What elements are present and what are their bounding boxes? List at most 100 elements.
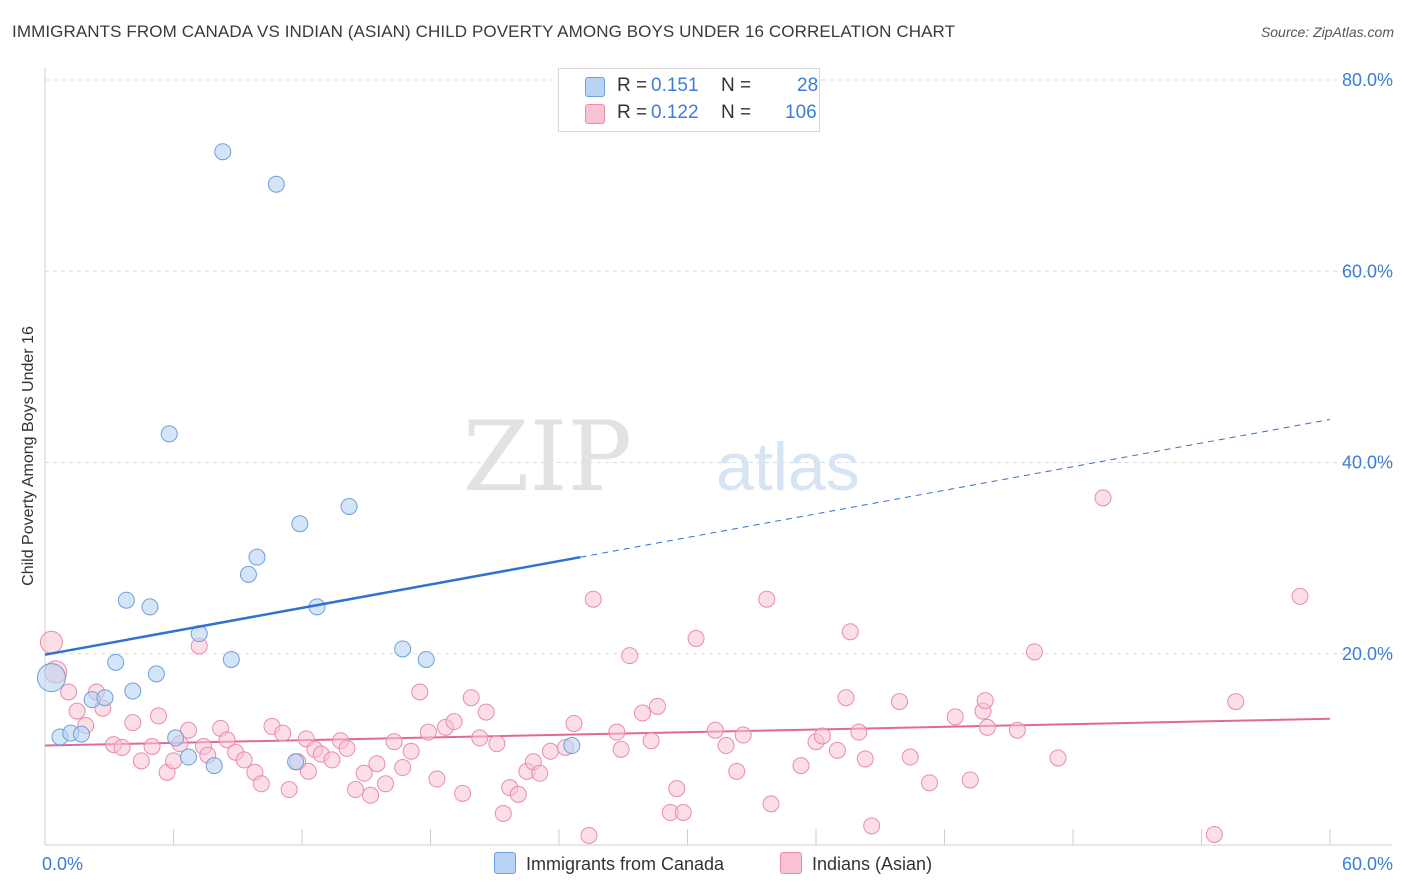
- point-indians: [1291, 587, 1309, 605]
- point-indians: [347, 781, 365, 799]
- point-indians: [385, 733, 403, 751]
- point-indians: [837, 689, 855, 707]
- point-indians: [706, 721, 724, 739]
- point-indians: [1094, 489, 1112, 507]
- legend-r-value: 0.151: [651, 75, 699, 96]
- point-indians: [1049, 749, 1067, 767]
- legend-n-value: 28: [797, 75, 819, 96]
- point-indians: [143, 738, 161, 756]
- point-indians: [394, 759, 412, 777]
- point-indians: [841, 623, 859, 641]
- point-indians: [584, 590, 602, 608]
- point-canada: [160, 425, 178, 443]
- point-indians: [419, 723, 437, 741]
- point-indians: [758, 590, 776, 608]
- legend-n-label: N =: [721, 75, 752, 96]
- x-tick-label: 60.0%: [1342, 854, 1393, 874]
- trend-line-indians: [44, 717, 1331, 747]
- y-axis-label: Child Poverty Among Boys Under 16: [20, 326, 37, 586]
- point-indians: [891, 693, 909, 711]
- point-indians: [828, 741, 846, 759]
- y-tick-label: 40.0%: [1342, 453, 1393, 473]
- point-indians: [762, 795, 780, 813]
- point-indians: [471, 729, 489, 747]
- point-indians: [165, 752, 182, 770]
- point-canada: [287, 753, 305, 771]
- point-indians: [668, 780, 686, 798]
- point-indians: [299, 762, 317, 780]
- points-indians: [39, 489, 1309, 844]
- watermark-zip: ZIP: [463, 401, 632, 513]
- point-indians: [280, 781, 298, 799]
- legend-r-value: 0.122: [651, 102, 699, 123]
- point-indians: [717, 737, 735, 755]
- point-indians: [649, 697, 667, 715]
- bottom-legend-label-canada: Immigrants from Canada: [526, 854, 725, 874]
- point-indians: [488, 735, 506, 753]
- point-canada: [248, 548, 266, 566]
- point-indians: [976, 692, 994, 710]
- point-canada: [563, 737, 581, 755]
- y-tick-label: 80.0%: [1342, 70, 1393, 90]
- point-indians: [218, 731, 236, 749]
- point-canada: [267, 175, 285, 193]
- correlation-legend: R = 0.151 N = 28 R = 0.122 N = 106: [558, 68, 820, 132]
- watermark-atlas: atlas: [716, 429, 860, 505]
- legend-n-value: 106: [785, 102, 817, 123]
- point-indians: [402, 742, 420, 760]
- point-indians: [621, 647, 639, 665]
- point-indians: [1025, 643, 1043, 661]
- point-canada: [179, 748, 197, 766]
- legend-swatch-indians: [585, 104, 605, 124]
- trend-line-canada-solid: [44, 555, 581, 656]
- bottom-legend-swatch-indians: [780, 852, 802, 874]
- point-indians: [132, 752, 150, 770]
- bottom-legend-indians: Indians (Asian): [780, 852, 932, 875]
- point-canada: [205, 757, 223, 775]
- point-canada: [222, 650, 240, 668]
- point-indians: [612, 740, 630, 758]
- point-indians: [642, 732, 660, 750]
- point-indians: [901, 748, 919, 766]
- point-indians: [179, 721, 197, 739]
- point-indians: [856, 750, 874, 768]
- y-tick-label: 20.0%: [1342, 644, 1393, 664]
- legend-r-label: R =: [617, 75, 648, 96]
- point-indians: [531, 764, 549, 782]
- point-indians: [477, 703, 495, 721]
- axes: [44, 68, 1392, 846]
- point-indians: [608, 723, 626, 741]
- point-indians: [428, 770, 446, 788]
- point-indians: [687, 629, 705, 647]
- point-indians: [124, 714, 142, 732]
- point-canada: [72, 725, 90, 743]
- chart-title: IMMIGRANTS FROM CANADA VS INDIAN (ASIAN)…: [12, 22, 956, 41]
- point-indians: [509, 785, 527, 803]
- point-canada: [417, 650, 435, 668]
- points-canada: [36, 143, 581, 775]
- point-indians: [445, 713, 463, 731]
- point-indians: [113, 738, 131, 756]
- point-indians: [946, 708, 964, 726]
- point-indians: [961, 771, 979, 789]
- point-indians: [850, 723, 868, 741]
- point-indians: [813, 727, 831, 745]
- point-indians: [674, 803, 692, 821]
- point-indians: [68, 702, 86, 720]
- point-indians: [355, 764, 373, 782]
- point-indians: [580, 826, 598, 844]
- point-canada: [394, 640, 412, 658]
- point-indians: [454, 784, 472, 802]
- trend-line-canada-dashed: [580, 418, 1331, 558]
- bottom-legend-canada: Immigrants from Canada: [494, 852, 724, 875]
- point-indians: [734, 726, 752, 744]
- point-indians: [565, 715, 583, 733]
- point-indians: [39, 630, 63, 654]
- point-canada: [291, 515, 309, 533]
- bottom-legend-label-indians: Indians (Asian): [812, 854, 933, 874]
- point-canada: [117, 591, 135, 609]
- bottom-legend-swatch-canada: [494, 852, 516, 874]
- point-indians: [377, 775, 395, 793]
- point-indians: [1008, 721, 1026, 739]
- point-indians: [921, 774, 939, 792]
